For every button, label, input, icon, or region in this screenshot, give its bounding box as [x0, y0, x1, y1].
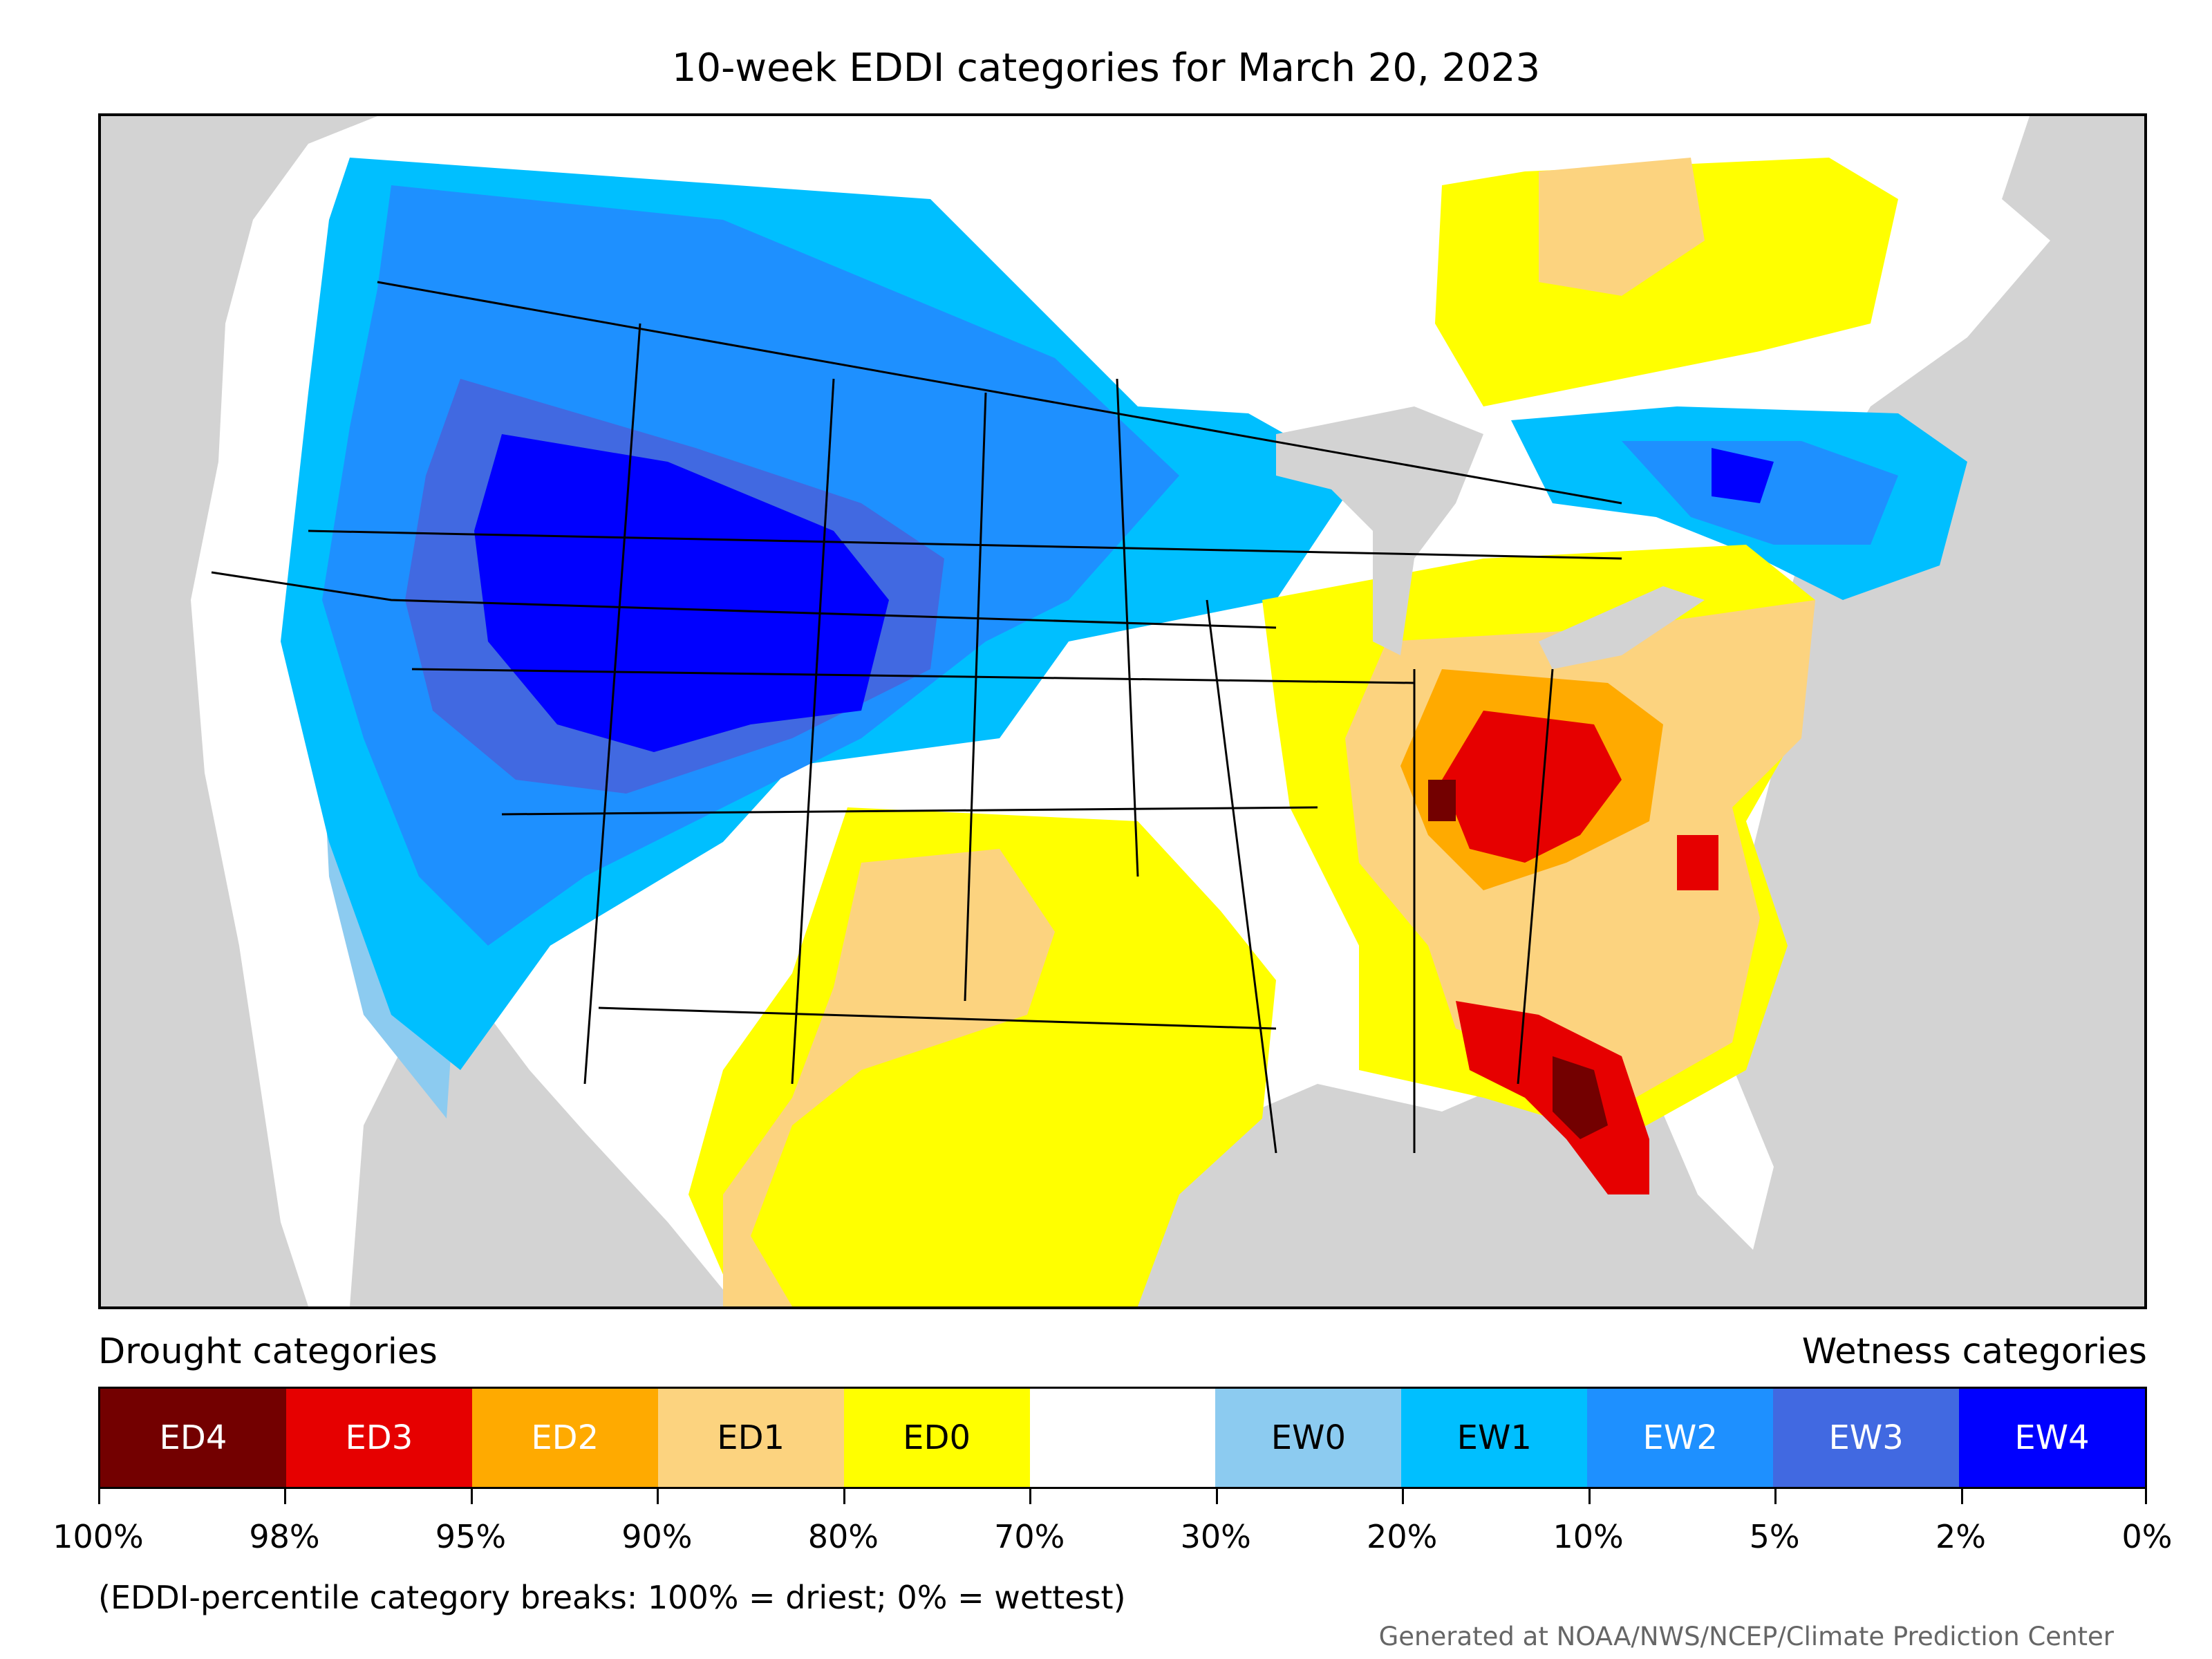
- colorbar-tick: [1029, 1489, 1032, 1504]
- legend-swatch-ed4: ED4: [100, 1389, 286, 1487]
- legend-swatch-ed2: ED2: [471, 1389, 658, 1487]
- legend-swatch-ew4: EW4: [1959, 1389, 2145, 1487]
- legend-swatch-ew3: EW3: [1773, 1389, 1960, 1487]
- colorbar-tick: [843, 1489, 845, 1504]
- legend-swatch-ed0: ED0: [843, 1389, 1030, 1487]
- colorbar-tick: [1960, 1489, 1963, 1504]
- colorbar-tick: [1215, 1489, 1218, 1504]
- dry-ed1-north: [1539, 158, 1705, 296]
- state-boundaries: [211, 281, 1622, 1154]
- map-title: 10-week EDDI categories for March 20, 20…: [671, 46, 1541, 91]
- dry-ed3-ohio-valley: [1442, 711, 1622, 863]
- dry-ed3-carolina: [1677, 835, 1718, 890]
- colorbar-tick: [1402, 1489, 1405, 1504]
- colorbar-tick-label: 70%: [994, 1518, 1065, 1555]
- colorbar-tick-label: 5%: [1749, 1518, 1800, 1555]
- colorbar-tick-label: 90%: [621, 1518, 693, 1555]
- colorbar-tick-label: 20%: [1367, 1518, 1438, 1555]
- colorbar-tick-label: 95%: [435, 1518, 507, 1555]
- dry-ed1-south: [723, 849, 1055, 1306]
- colorbar-tick-label: 80%: [807, 1518, 879, 1555]
- legend-swatch-ed3: ED3: [285, 1389, 472, 1487]
- eddi-map: [98, 113, 2147, 1309]
- colorbar-tick: [2145, 1489, 2147, 1504]
- colorbar-tick: [657, 1489, 659, 1504]
- legend-swatch-ed1: ED1: [657, 1389, 844, 1487]
- wet-ew4-region: [474, 434, 889, 752]
- colorbar-tick: [1588, 1489, 1591, 1504]
- colorbar-tick-label: 98%: [249, 1518, 320, 1555]
- wetness-categories-heading: Wetness categories: [1801, 1331, 2147, 1372]
- colorbar-tick-label: 10%: [1553, 1518, 1624, 1555]
- colorbar-tick-label: 100%: [53, 1518, 144, 1555]
- drought-categories-heading: Drought categories: [98, 1331, 438, 1372]
- percentile-note: (EDDI-percentile category breaks: 100% =…: [98, 1579, 1126, 1616]
- colorbar-tick: [470, 1489, 473, 1504]
- legend-swatch-ew2: EW2: [1587, 1389, 1774, 1487]
- colorbar-tick-label: 2%: [1936, 1518, 1987, 1555]
- colorbar-tick: [1774, 1489, 1777, 1504]
- credit-line: Generated at NOAA/NWS/NCEP/Climate Predi…: [1378, 1622, 2114, 1651]
- colorbar-tick-label: 0%: [2121, 1518, 2173, 1555]
- dry-ed0-south: [688, 807, 1276, 1306]
- colorbar-tick: [284, 1489, 287, 1504]
- legend-swatch-ew1: EW1: [1401, 1389, 1588, 1487]
- dry-ed4-kentucky: [1428, 780, 1456, 821]
- legend-swatch-neutral: [1029, 1389, 1216, 1487]
- colorbar-tick-label: 30%: [1180, 1518, 1251, 1555]
- wet-quebec-core: [1712, 448, 1774, 503]
- dry-ed4-florida: [1553, 1056, 1608, 1139]
- colorbar-tick: [98, 1489, 100, 1504]
- map-canvas: [191, 116, 2050, 1306]
- category-colorbar: ED4 ED3 ED2 ED1 ED0 EW0 EW1 EW2 EW3 EW4: [98, 1387, 2147, 1489]
- lake-erie-ontario: [1539, 586, 1705, 669]
- colorbar-ticks: [98, 1489, 2147, 1506]
- legend-swatch-ew0: EW0: [1215, 1389, 1402, 1487]
